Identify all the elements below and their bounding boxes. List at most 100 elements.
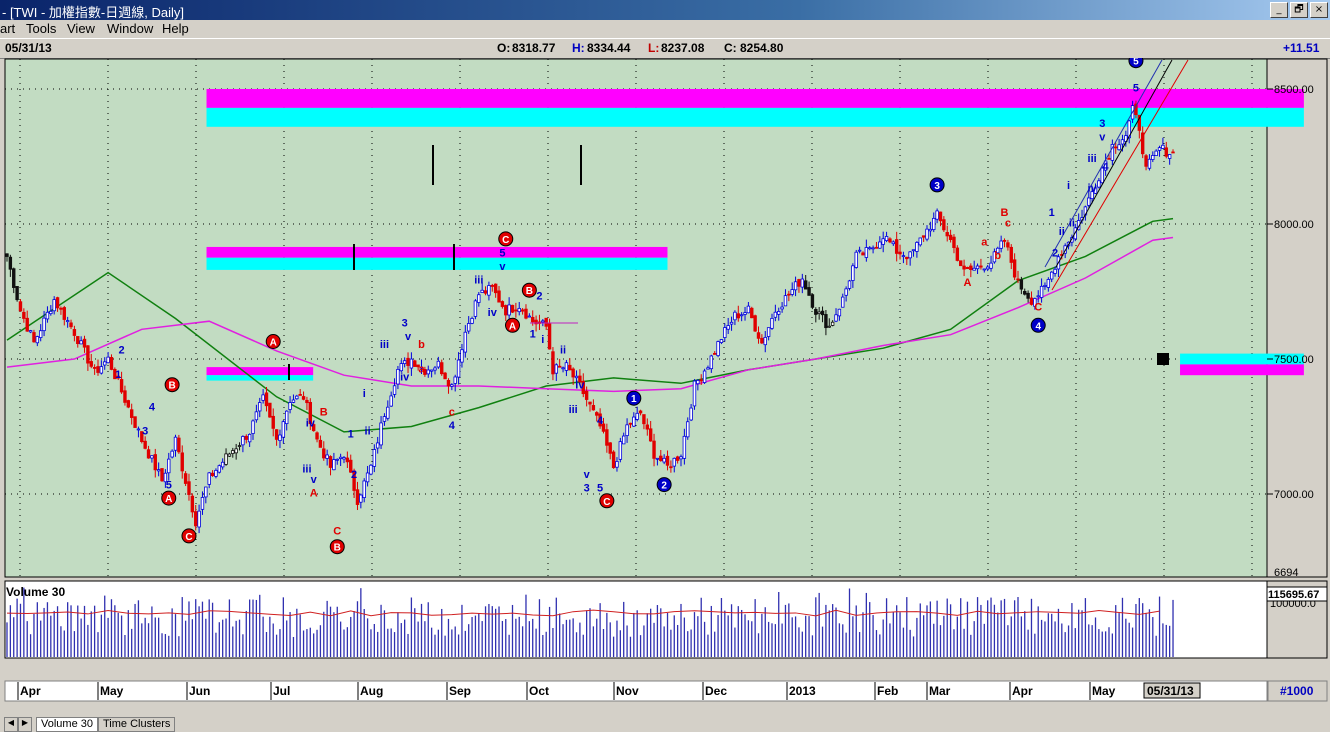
candle-body bbox=[790, 289, 794, 295]
candle-body bbox=[490, 285, 494, 287]
candle-body bbox=[295, 395, 299, 400]
candle-body bbox=[480, 289, 484, 293]
candle-body bbox=[787, 293, 791, 296]
candle-body bbox=[814, 309, 818, 315]
candle-body bbox=[881, 238, 885, 245]
price-axis-labels: 8500.00 8000.00 7500.00 7000.00 6694 bbox=[1267, 84, 1314, 579]
wave-label: 3 bbox=[402, 318, 408, 330]
wave-label: 1 bbox=[530, 328, 536, 340]
candle-body bbox=[672, 457, 676, 467]
candle-body bbox=[830, 321, 835, 326]
price-chart[interactable]: 21435BACAiviiivABCB12iiiiii3vbivac4iii5v… bbox=[0, 58, 1330, 680]
candle-body bbox=[28, 330, 33, 333]
wave-label: 1 bbox=[1049, 207, 1055, 219]
candle-body bbox=[1120, 139, 1125, 145]
candle-body bbox=[955, 247, 960, 261]
candle-body bbox=[140, 431, 144, 443]
menu-chart[interactable]: art bbox=[0, 21, 16, 36]
candle-body bbox=[820, 310, 825, 316]
candle-body bbox=[504, 305, 508, 316]
candle-body bbox=[298, 394, 302, 396]
candle-body bbox=[638, 410, 643, 414]
candle-body bbox=[268, 402, 272, 418]
candle-body bbox=[827, 325, 831, 328]
candle-body bbox=[898, 251, 902, 255]
wave-label: 1 bbox=[348, 428, 354, 440]
candle-body bbox=[608, 442, 612, 454]
candle-body bbox=[446, 379, 451, 387]
candle-body bbox=[935, 210, 939, 220]
wave-marker-circle bbox=[521, 282, 537, 298]
candle-body bbox=[938, 211, 943, 222]
candle-body bbox=[197, 510, 201, 528]
candle-body bbox=[716, 341, 720, 357]
candle-body bbox=[487, 285, 491, 296]
wave-label: v bbox=[1099, 131, 1106, 143]
wave-label: a bbox=[418, 364, 425, 376]
wave-label: 3 bbox=[142, 426, 148, 438]
candle-body bbox=[8, 256, 13, 270]
tab-scroll-right[interactable]: ▶ bbox=[18, 717, 32, 732]
candle-body bbox=[531, 316, 535, 323]
wave-label: 4 bbox=[449, 420, 456, 432]
candle-body bbox=[146, 449, 151, 459]
candle-body bbox=[982, 268, 986, 271]
candle-body bbox=[274, 429, 279, 440]
volume-average-line bbox=[6, 609, 1160, 617]
month-label: May bbox=[1092, 684, 1116, 698]
candle-body bbox=[773, 311, 778, 318]
tab-time-clusters[interactable]: Time Clusters bbox=[97, 717, 176, 732]
candle-body bbox=[413, 360, 417, 367]
candle-body bbox=[574, 375, 579, 379]
candle-body bbox=[1137, 114, 1142, 131]
candle-body bbox=[436, 360, 441, 368]
wave-label: 3 bbox=[934, 181, 940, 192]
candle-body bbox=[1006, 242, 1010, 248]
candle-body bbox=[905, 256, 909, 260]
candle-body bbox=[551, 351, 555, 375]
candle-body bbox=[379, 422, 383, 446]
candle-body bbox=[345, 457, 350, 463]
tab-scroll-left[interactable]: ◀ bbox=[4, 717, 18, 732]
menu-help[interactable]: Help bbox=[162, 21, 189, 36]
menu-tools[interactable]: Tools bbox=[26, 21, 57, 36]
candle-body bbox=[285, 410, 289, 425]
candle-body bbox=[42, 317, 46, 332]
candle-body bbox=[736, 313, 740, 319]
candle-body bbox=[750, 307, 754, 319]
volume-title: Volume 30 bbox=[6, 585, 65, 599]
candle-body bbox=[507, 304, 511, 316]
candle-body bbox=[15, 286, 19, 301]
volume-last-box bbox=[1266, 586, 1328, 602]
candle-body bbox=[770, 317, 774, 329]
candle-body bbox=[702, 370, 707, 383]
candle-body bbox=[969, 265, 973, 271]
candle-body bbox=[69, 322, 73, 328]
wave-label: iii bbox=[380, 339, 389, 351]
wave-label: 4 bbox=[1035, 321, 1041, 332]
wave-marker-circle bbox=[626, 390, 642, 406]
wave-label: i bbox=[541, 334, 544, 346]
month-label: Aug bbox=[360, 684, 383, 698]
minimize-button[interactable]: _ bbox=[1270, 2, 1288, 18]
candle-body bbox=[1147, 158, 1152, 169]
candle-body bbox=[194, 511, 198, 527]
candle-body bbox=[237, 445, 242, 447]
tab-volume-30[interactable]: Volume 30 bbox=[36, 717, 98, 732]
candle-body bbox=[719, 339, 724, 343]
candle-body bbox=[908, 251, 912, 259]
menu-view[interactable]: View bbox=[67, 21, 95, 36]
candle-body bbox=[942, 219, 946, 231]
close-button[interactable]: × bbox=[1310, 2, 1328, 18]
current-date: 05/31/13 bbox=[5, 41, 52, 55]
candle-body bbox=[615, 461, 619, 468]
candle-body bbox=[32, 332, 36, 343]
menu-window[interactable]: Window bbox=[107, 21, 154, 36]
wave-label: C bbox=[502, 235, 509, 246]
ma-line-magenta bbox=[6, 236, 1174, 393]
candle-body bbox=[568, 364, 572, 371]
restore-button[interactable]: 🗗 bbox=[1290, 2, 1308, 18]
candle-body bbox=[1151, 155, 1155, 160]
candle-body bbox=[423, 369, 427, 375]
